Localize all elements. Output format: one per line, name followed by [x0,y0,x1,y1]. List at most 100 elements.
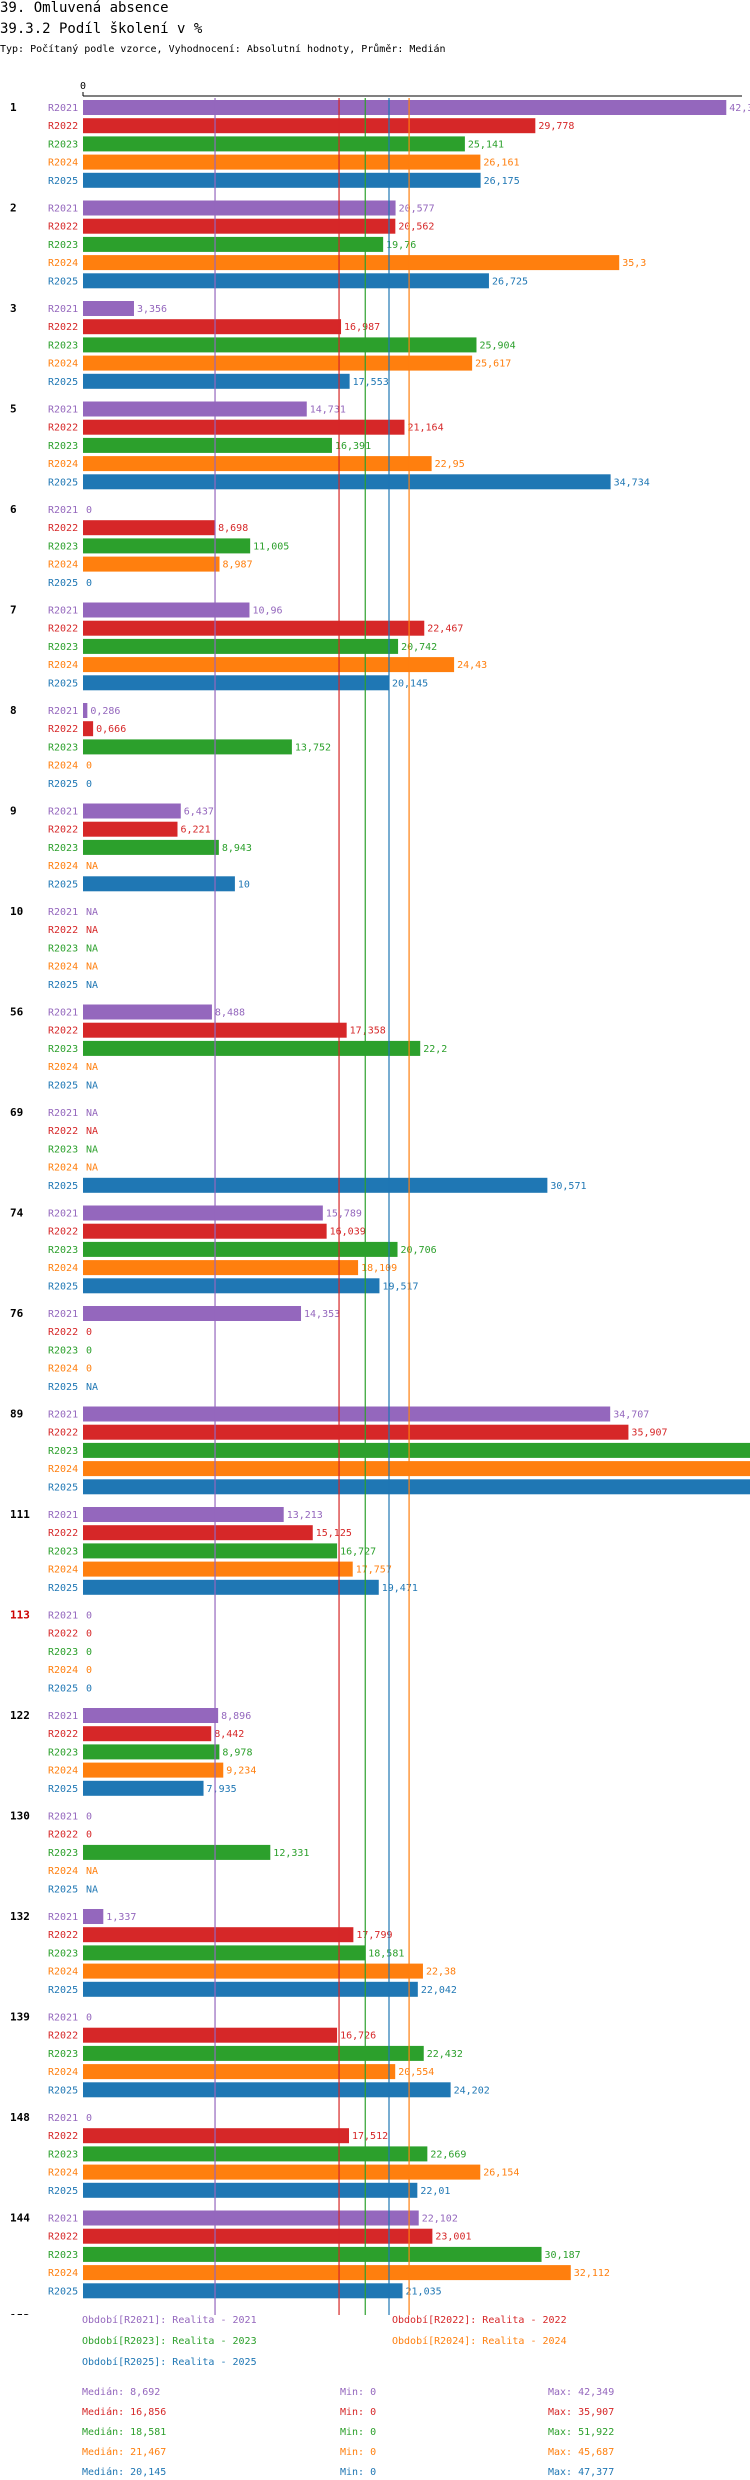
data-label: NA [86,1163,98,1174]
series-label: R2022 [48,925,78,936]
bar [83,876,235,892]
bar [83,236,384,252]
series-label: R2025 [48,678,78,689]
data-label: NA [86,1062,98,1073]
bar [83,2027,338,2043]
series-label: R2022 [48,2031,78,2042]
category-label: 2 [10,202,17,215]
series-label: R2024 [48,258,78,269]
series-label: R2022 [48,624,78,635]
series-label: R2024 [48,761,78,772]
legend-median: Medián: 16,856 [82,2407,167,2418]
data-label: 0,286 [90,706,120,717]
bar [83,136,465,152]
bar [83,703,88,718]
bar [83,255,620,271]
series-label: R2021 [48,405,78,416]
series-label: R2024 [48,459,78,470]
bar [83,401,307,417]
series-label: R2025 [48,578,78,589]
legend-min: Min: 0 [340,2427,377,2438]
data-label: 6,437 [184,807,214,818]
series-label: R2024 [48,2067,78,2078]
data-label: 35,907 [631,1428,667,1439]
legend-max: Max: 35,907 [548,2407,615,2418]
series-label: R2024 [48,1565,78,1576]
data-label: 22,432 [427,2049,463,2060]
legend-period: Období[R2024]: Realita - 2024 [392,2336,567,2347]
data-label: 21,035 [406,2286,442,2297]
series-label: R2024 [48,962,78,973]
bar [83,319,342,335]
data-label: 0 [86,1611,92,1622]
series-label: R2024 [48,1263,78,1274]
series-label: R2024 [48,560,78,571]
data-label: 18,109 [361,1263,397,1274]
category-label: 152 [10,2312,30,2315]
series-label: R2021 [48,1108,78,1119]
data-label: 0 [86,578,92,589]
data-label: 10,96 [252,606,282,617]
bar [83,721,94,737]
chart-info: Typ: Počítaný podle vzorce, Vyhodnocení:… [0,44,446,55]
category-label: 89 [10,1408,23,1421]
bar [83,1744,220,1760]
bar [83,2283,403,2299]
data-label: 24,43 [457,660,487,671]
bar [83,301,134,316]
series-label: R2021 [48,1008,78,1019]
x-axis-tick-label: 0 [80,81,86,92]
legend-median: Medián: 21,467 [82,2447,167,2458]
data-label: 22,467 [427,624,463,635]
data-label: 0 [86,2013,92,2024]
bar [83,803,181,819]
series-label: R2025 [48,2286,78,2297]
bar [83,200,396,216]
bar [83,1040,421,1056]
data-label: 30,187 [545,2250,581,2261]
series-label: R2025 [48,477,78,488]
data-label: 9,234 [226,1766,256,1777]
bar [83,739,292,755]
series-label: R2023 [48,642,78,653]
data-label: 0,666 [96,724,126,735]
series-label: R2023 [48,2149,78,2160]
series-label: R2021 [48,1812,78,1823]
series-label: R2022 [48,825,78,836]
bar [83,1981,418,1997]
series-label: R2021 [48,706,78,717]
bar [83,556,220,572]
data-label: 32,112 [574,2268,610,2279]
series-label: R2021 [48,1711,78,1722]
data-label: 16,039 [330,1227,366,1238]
bar [83,1762,224,1778]
series-label: R2024 [48,1464,78,1475]
bar [83,1442,750,1458]
data-label: 20,562 [398,222,434,233]
series-label: R2024 [48,1665,78,1676]
series-label: R2025 [48,1080,78,1091]
series-label: R2021 [48,1510,78,1521]
data-label: 17,358 [350,1026,386,1037]
data-label: 20,577 [399,204,435,215]
bar [83,1479,750,1495]
data-label: 20,742 [401,642,437,653]
series-label: R2021 [48,304,78,315]
series-label: R2021 [48,204,78,215]
category-label: 111 [10,1508,30,1521]
series-label: R2021 [48,103,78,114]
data-label: 0 [86,505,92,516]
category-label: 113 [10,1609,30,1622]
bar [83,373,350,389]
bar [83,1278,380,1294]
series-label: R2024 [48,660,78,671]
page-title: 39. Omluvená absence [0,0,169,16]
category-label: 7 [10,604,17,617]
legend-min: Min: 0 [340,2467,377,2478]
bar [83,355,473,371]
legend-period: Období[R2021]: Realita - 2021 [82,2315,257,2326]
data-label: 30,571 [550,1181,586,1192]
data-label: 21,164 [407,423,443,434]
data-label: 23,001 [435,2232,471,2243]
series-label: R2022 [48,523,78,534]
